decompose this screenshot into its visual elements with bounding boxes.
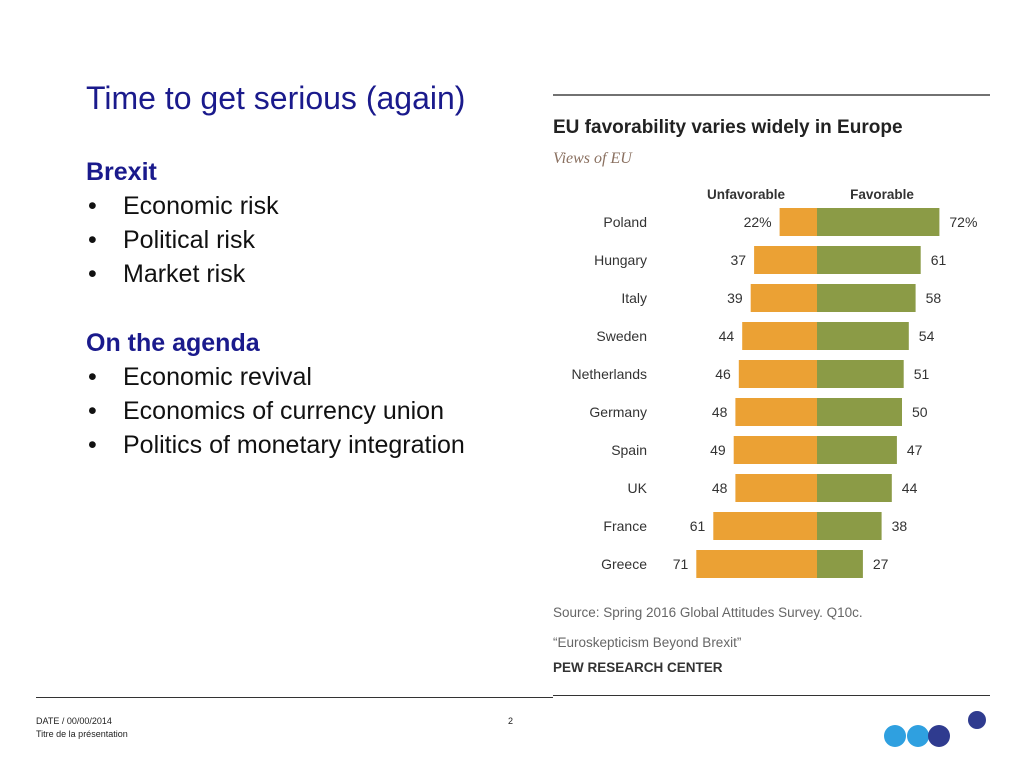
bullet-item: • Economic revival <box>86 360 465 394</box>
logo-dot <box>968 711 986 729</box>
chart-subtitle: Views of EU <box>553 150 633 167</box>
chart-source: Source: Spring 2016 Global Attitudes Sur… <box>553 605 863 620</box>
chart-bars: Poland 22% 72% Hungary 37 61 Italy 39 58 Sweden 44… <box>572 208 977 578</box>
bullet-icon: • <box>88 260 97 288</box>
bullet-text: Economics of currency union <box>123 397 444 425</box>
bullet-text: Economic revival <box>123 363 312 391</box>
eu-favorability-chart: EU favorability varies widely in Europe … <box>540 90 1000 690</box>
agenda-section: On the agenda • Economic revival • Economi… <box>86 326 465 462</box>
unfavorable-value-label: 39 <box>727 290 743 306</box>
chart-report: “Euroskepticism Beyond Brexit” <box>553 635 741 650</box>
bullet-text: Political risk <box>123 226 255 254</box>
page-number: 2 <box>508 716 514 726</box>
brexit-list: • Economic risk • Political risk • Market r… <box>86 189 279 291</box>
unfavorable-bar <box>738 360 817 388</box>
unfavorable-bar <box>713 512 817 540</box>
bullet-item: • Political risk <box>86 223 279 257</box>
favorable-value-label: 27 <box>873 556 889 572</box>
dots-logo <box>884 710 994 750</box>
favorable-value-label: 58 <box>926 290 942 306</box>
brexit-section: Brexit • Economic risk • Political risk • M… <box>86 155 279 291</box>
logo-dot <box>907 725 929 747</box>
favorable-bar <box>817 246 921 274</box>
footer-rule-right <box>553 695 990 696</box>
favorable-bar <box>817 550 863 578</box>
footer-date: DATE / 00/00/2014 <box>36 716 112 726</box>
favorable-bar <box>817 208 940 236</box>
favorable-value-label: 51 <box>914 366 930 382</box>
category-label: Poland <box>603 214 647 230</box>
logo-dot <box>928 725 950 747</box>
unfavorable-value-label: 37 <box>731 252 747 268</box>
unfavorable-value-label: 48 <box>712 480 728 496</box>
favorable-bar <box>817 512 882 540</box>
bullet-icon: • <box>88 397 97 425</box>
favorable-bar <box>817 398 902 426</box>
unfavorable-value-label: 49 <box>710 442 726 458</box>
category-label: Greece <box>601 556 647 572</box>
unfavorable-value-label: 48 <box>712 404 728 420</box>
bullet-icon: • <box>88 226 97 254</box>
bullet-icon: • <box>88 363 97 391</box>
bullet-text: Economic risk <box>123 192 279 220</box>
unfavorable-bar <box>750 284 817 312</box>
favorable-value-label: 54 <box>919 328 935 344</box>
category-label: Spain <box>611 442 647 458</box>
category-label: France <box>603 518 647 534</box>
chart-title: EU favorability varies widely in Europe <box>553 117 903 138</box>
category-label: Sweden <box>596 328 647 344</box>
unfavorable-bar <box>742 322 817 350</box>
bullet-text: Politics of monetary integration <box>123 431 465 459</box>
agenda-heading: On the agenda <box>86 329 260 357</box>
footer-rule-left <box>36 697 553 698</box>
chart-org: PEW RESEARCH CENTER <box>553 660 723 675</box>
brexit-heading: Brexit <box>86 158 157 186</box>
agenda-list: • Economic revival • Economics of currency… <box>86 360 465 462</box>
category-label: Netherlands <box>572 366 648 382</box>
bullet-icon: • <box>88 431 97 459</box>
bullet-text: Market risk <box>123 260 246 288</box>
favorable-value-label: 61 <box>931 252 947 268</box>
slide-title: Time to get serious (again) <box>86 80 466 116</box>
favorable-bar <box>817 360 904 388</box>
unfavorable-bar <box>735 474 817 502</box>
category-label: Hungary <box>594 252 647 268</box>
legend-favorable: Favorable <box>850 187 914 202</box>
favorable-bar <box>817 284 916 312</box>
favorable-value-label: 44 <box>902 480 918 496</box>
favorable-bar <box>817 322 909 350</box>
favorable-value-label: 38 <box>892 518 908 534</box>
category-label: Germany <box>589 404 647 420</box>
unfavorable-bar <box>696 550 817 578</box>
logo-dot <box>884 725 906 747</box>
unfavorable-value-label: 71 <box>673 556 689 572</box>
favorable-value-label: 50 <box>912 404 928 420</box>
bullet-item: • Market risk <box>86 257 279 291</box>
footer-presentation-title: Titre de la présentation <box>36 729 128 739</box>
unfavorable-bar <box>733 436 817 464</box>
category-label: UK <box>628 480 648 496</box>
favorable-value-label: 47 <box>907 442 923 458</box>
category-label: Italy <box>621 290 647 306</box>
unfavorable-value-label: 46 <box>715 366 731 382</box>
bullet-item: • Politics of monetary integration <box>86 428 465 462</box>
chart-svg: EU favorability varies widely in Europe … <box>553 94 990 675</box>
unfavorable-bar <box>779 208 817 236</box>
unfavorable-bar <box>754 246 817 274</box>
favorable-value-label: 72% <box>949 214 977 230</box>
unfavorable-value-label: 61 <box>690 518 706 534</box>
unfavorable-value-label: 44 <box>719 328 735 344</box>
favorable-bar <box>817 436 897 464</box>
bullet-item: • Economic risk <box>86 189 279 223</box>
bullet-icon: • <box>88 192 97 220</box>
bullet-item: • Economics of currency union <box>86 394 465 428</box>
unfavorable-bar <box>735 398 817 426</box>
legend-unfavorable: Unfavorable <box>707 187 786 202</box>
unfavorable-value-label: 22% <box>744 214 772 230</box>
favorable-bar <box>817 474 892 502</box>
